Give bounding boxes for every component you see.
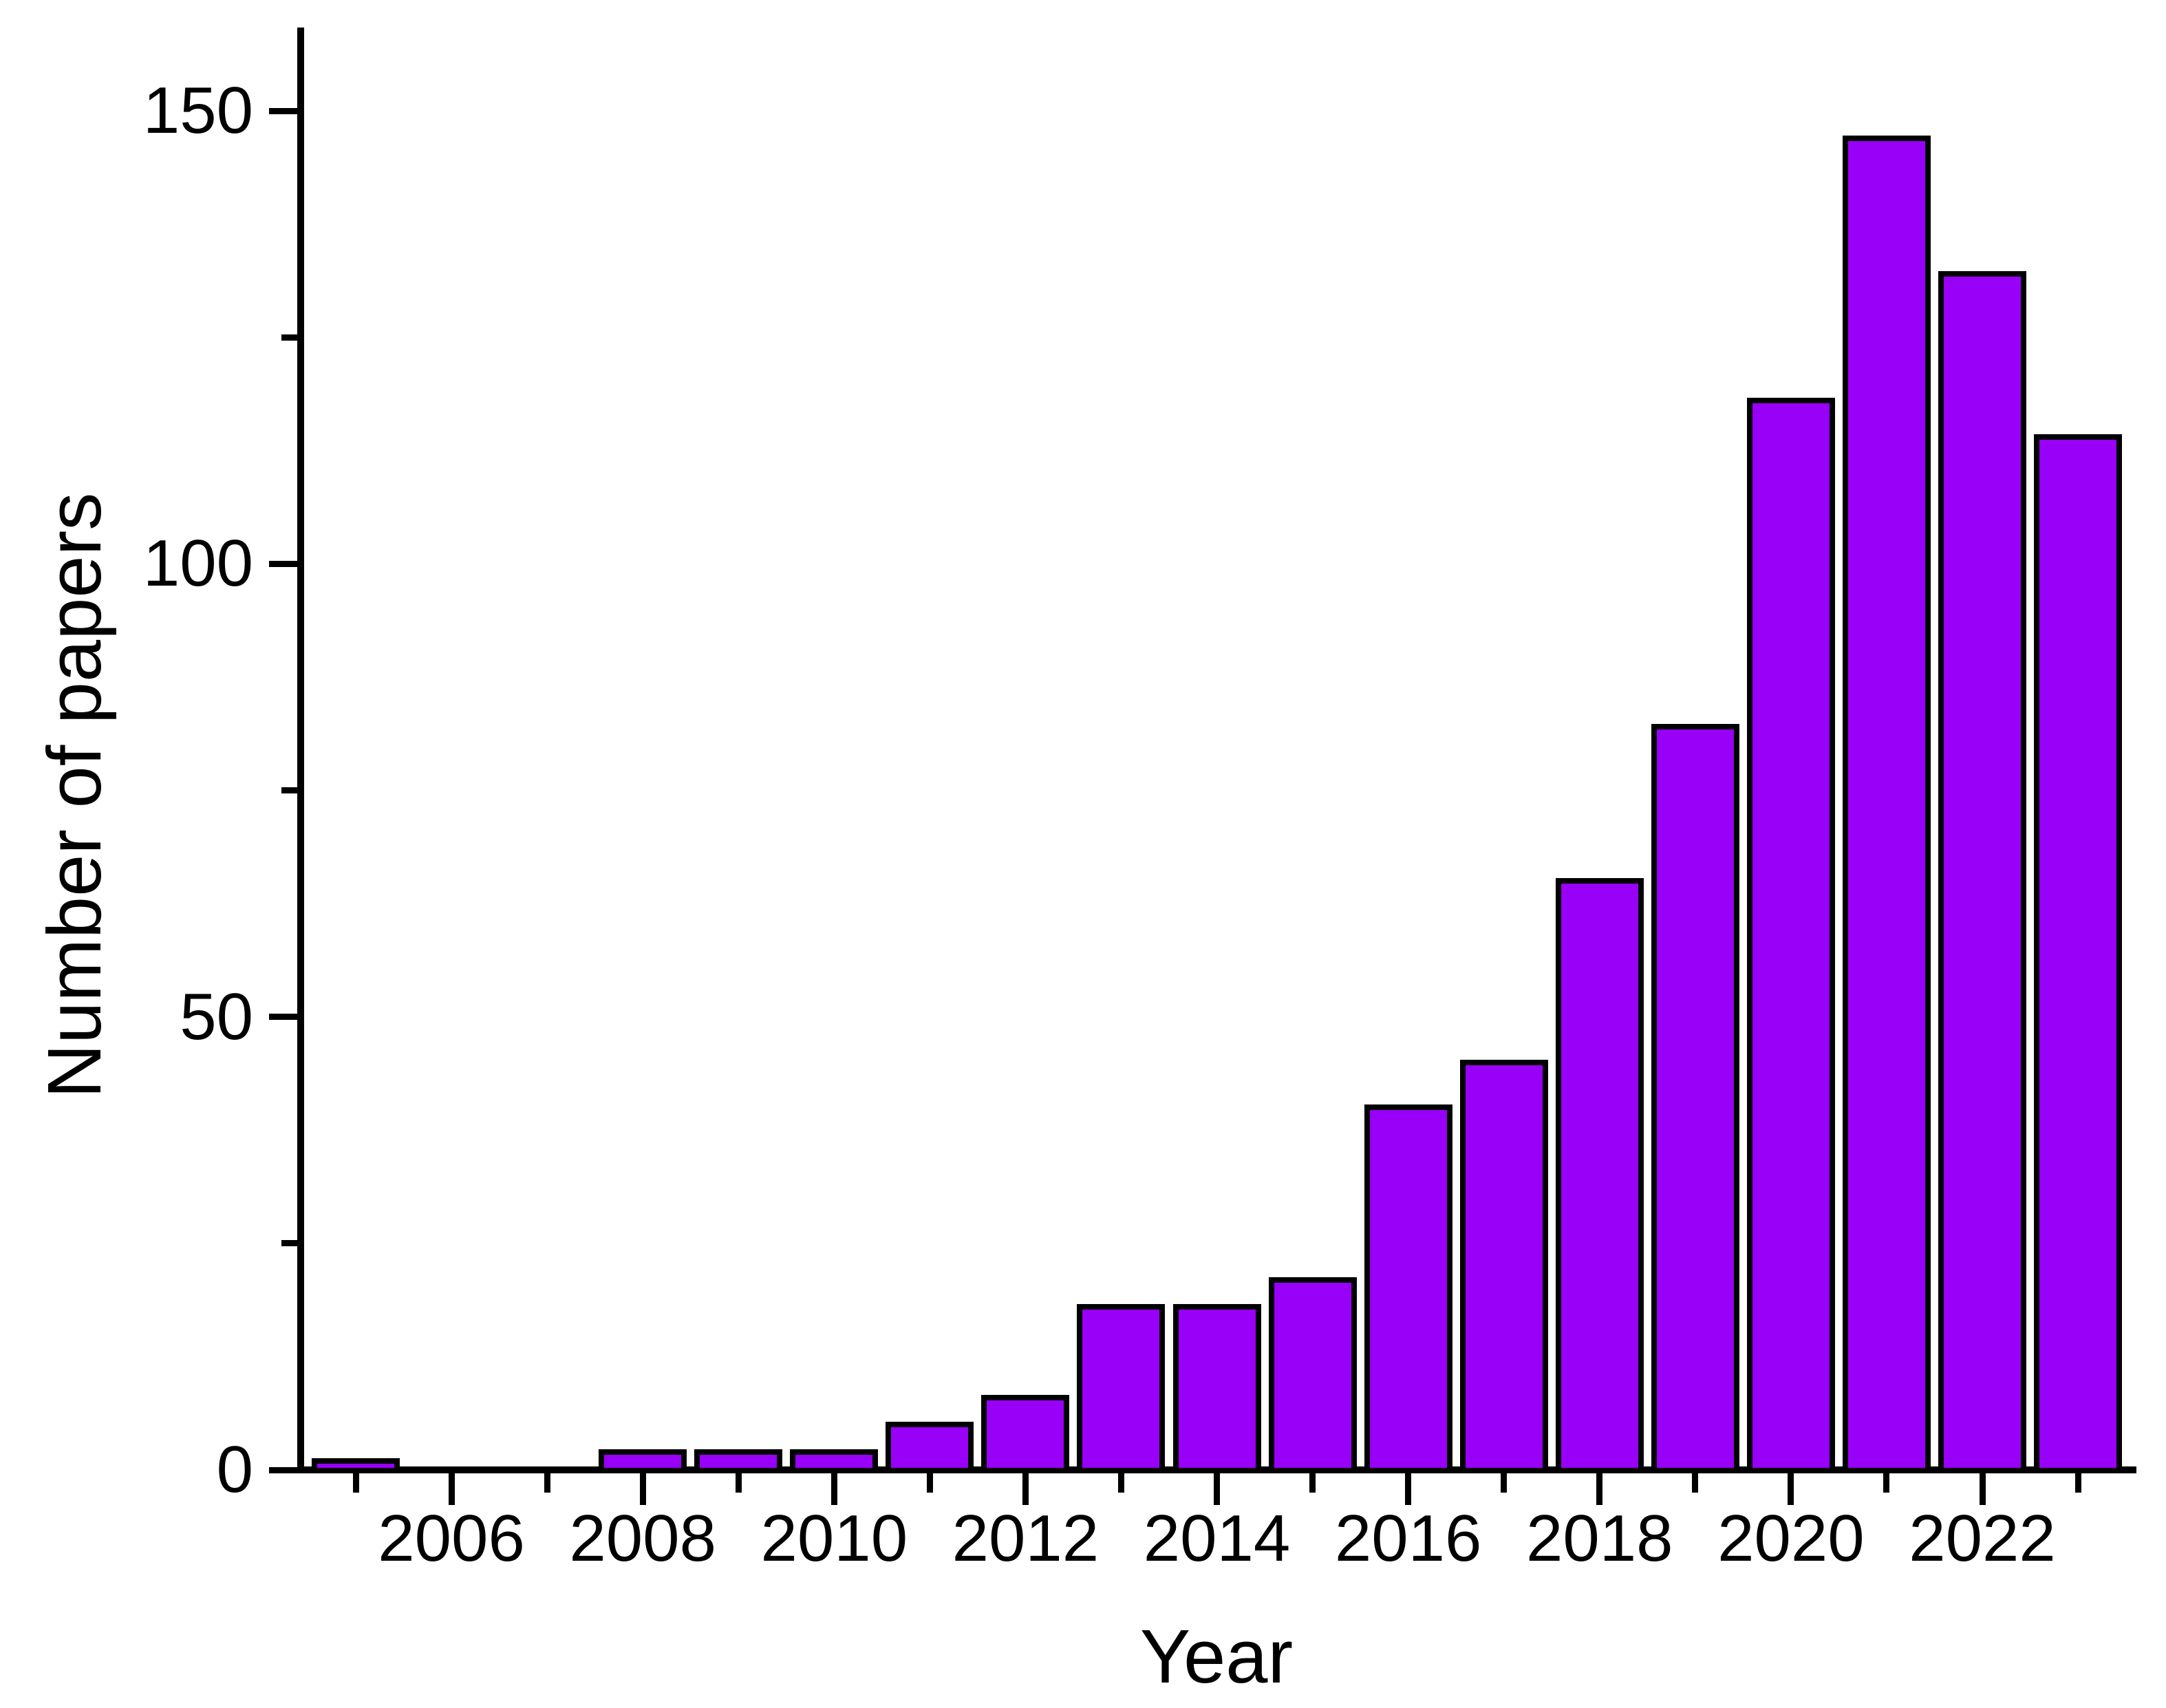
x-tick-label: 2006: [378, 1502, 525, 1575]
x-minor-tick: [544, 1473, 550, 1493]
y-minor-tick: [281, 787, 301, 794]
bar-2014: [1172, 1304, 1261, 1473]
y-tick-label: 100: [142, 526, 253, 601]
x-minor-tick: [926, 1473, 933, 1493]
x-minor-tick: [1883, 1473, 1890, 1493]
bar-2018: [1555, 878, 1644, 1473]
x-minor-tick: [352, 1473, 359, 1493]
bar-2016: [1364, 1104, 1452, 1473]
bar-2023: [2034, 434, 2123, 1473]
x-minor-tick: [1117, 1473, 1124, 1493]
y-tick-label: 150: [142, 74, 253, 148]
bar-2012: [981, 1395, 1070, 1473]
x-major-tick: [830, 1473, 837, 1505]
x-tick-label: 2010: [760, 1502, 908, 1575]
x-minor-tick: [1692, 1473, 1699, 1493]
x-major-tick: [1979, 1473, 1986, 1505]
x-major-tick: [448, 1473, 455, 1505]
bar-2019: [1651, 724, 1739, 1473]
y-minor-tick: [281, 334, 301, 341]
x-tick-label: 2018: [1525, 1502, 1673, 1575]
x-major-tick: [1022, 1473, 1029, 1505]
bar-2015: [1268, 1277, 1357, 1473]
bar-2011: [886, 1422, 974, 1473]
bar-2010: [790, 1449, 879, 1473]
y-major-tick: [269, 560, 301, 567]
x-tick-label: 2008: [569, 1502, 716, 1575]
x-major-tick: [1405, 1473, 1412, 1505]
bar-2005: [312, 1458, 400, 1473]
x-minor-tick: [2074, 1473, 2081, 1493]
x-tick-label: 2014: [1143, 1502, 1291, 1575]
y-minor-tick: [281, 1240, 301, 1247]
x-minor-tick: [735, 1473, 742, 1493]
y-major-tick: [269, 1014, 301, 1021]
x-tick-label: 2020: [1717, 1502, 1865, 1575]
bar-2013: [1077, 1304, 1166, 1473]
bar-2008: [599, 1449, 687, 1473]
y-axis-title: Number of papers: [32, 492, 117, 1099]
bar-2009: [694, 1449, 783, 1473]
x-tick-label: 2012: [952, 1502, 1100, 1575]
x-minor-tick: [1309, 1473, 1316, 1493]
x-major-tick: [1788, 1473, 1794, 1505]
y-tick-label: 0: [216, 1433, 253, 1506]
bar-2020: [1746, 398, 1835, 1473]
y-axis-line: [297, 28, 304, 1473]
y-major-tick: [269, 107, 301, 114]
x-axis-title: Year: [1139, 1614, 1294, 1699]
bar-2021: [1842, 136, 1931, 1473]
x-major-tick: [1214, 1473, 1221, 1505]
bar-2022: [1938, 271, 2027, 1473]
y-major-tick: [269, 1466, 301, 1473]
x-tick-label: 2022: [1909, 1502, 2056, 1575]
x-tick-label: 2016: [1334, 1502, 1482, 1575]
x-major-tick: [1596, 1473, 1603, 1505]
bar-2017: [1459, 1060, 1548, 1473]
x-minor-tick: [1501, 1473, 1508, 1493]
x-major-tick: [639, 1473, 646, 1505]
y-tick-label: 50: [180, 979, 253, 1054]
